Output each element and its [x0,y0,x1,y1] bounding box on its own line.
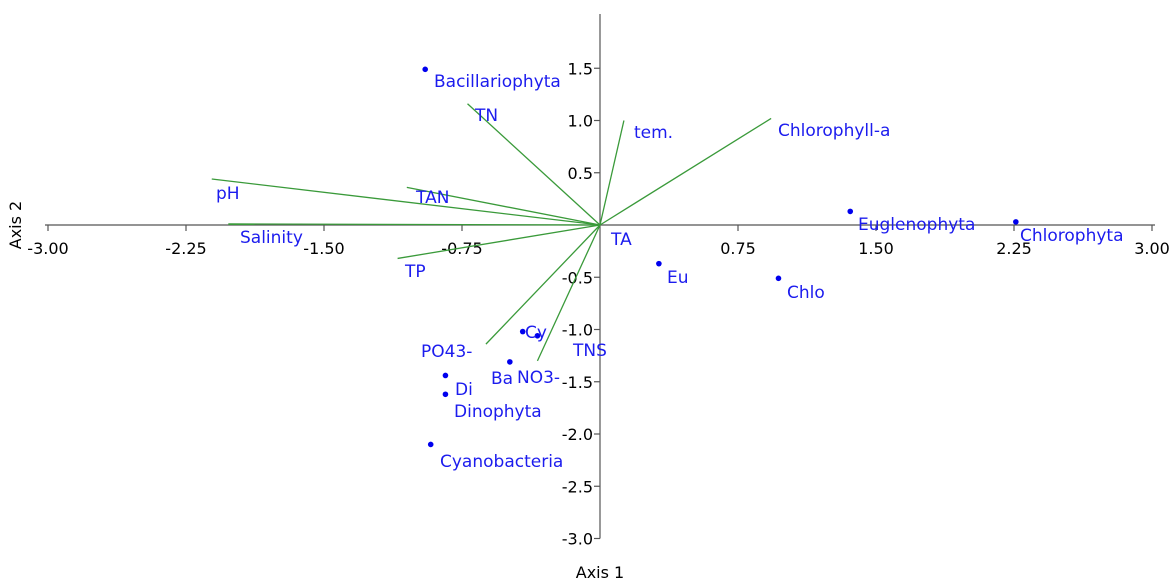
point-euglenophyta [847,208,854,215]
y-tick-label: -0.5 [562,268,593,287]
point-dinophyta [442,391,449,398]
y-tick-label: -3.0 [562,530,593,549]
point-label: Di [455,380,473,400]
vector-tan [406,186,601,226]
vector-label: pH [216,184,240,204]
vector-label: PO43- [421,342,472,362]
y-tick-label: -2.5 [562,477,593,496]
point-tns [534,332,541,339]
point-labels: pH Salinity TAN TP TN tem. Chlorophyll-a PO43- N… [216,72,1124,472]
env-vectors [211,103,772,362]
point-label: Cyanobacteria [440,452,563,472]
y-axis-title: Axis 2 [6,201,25,249]
vector-label: tem. [634,123,673,143]
axis-ticks: -3.00 -2.25 -1.50 -0.75 0.75 1.50 2.25 3.00 1.5 1… [27,59,1170,548]
vector-label: Salinity [240,228,303,248]
point-chlorophyta [1013,219,1019,225]
x-tick-label: -2.25 [165,239,206,258]
x-tick-label: 2.25 [996,239,1032,258]
x-tick-label: 3.00 [1134,239,1170,258]
vector-tem- [599,120,625,226]
y-tick-label: 1.0 [568,112,593,131]
y-tick-label: 0.5 [568,164,593,183]
x-tick-label: -3.00 [27,239,68,258]
vector-ph [211,178,601,226]
point-chlo [775,275,782,282]
point-eu [656,260,662,267]
point-label: Bacillariophyta [434,72,561,92]
x-tick-label: 0.75 [720,239,756,258]
x-axis-title: Axis 1 [576,563,624,582]
point-cyanobacteria [427,441,434,448]
point-label: Euglenophyta [858,215,975,235]
point-label: Ba [491,369,513,389]
point-label: Chlo [787,283,825,303]
vector-po43- [485,224,601,345]
x-tick-label: -0.75 [441,239,482,258]
vector-label: Chlorophyll-a [778,121,890,141]
point-ba [507,359,513,365]
vector-tp [397,224,601,260]
x-tick-label: 1.50 [858,239,894,258]
vector-label: TP [404,262,426,282]
point-label: Dinophyta [454,402,542,422]
vector-label: TA [610,230,632,250]
point-cy [519,328,526,335]
axes [45,14,1155,539]
vector-label: TAN [415,188,449,208]
vector-label: NO3- [517,368,560,388]
point-di [442,372,449,379]
vector-chlorophyll-a [599,117,772,226]
point-label: TNS [572,341,607,361]
x-tick-label: -1.50 [303,239,344,258]
vector-no3- [536,224,601,362]
point-label: Cy [525,323,547,343]
vector-salinity [228,223,601,226]
y-tick-label: -2.0 [562,425,593,444]
point-label: Chlorophyta [1020,226,1124,246]
y-tick-label: -1.0 [562,321,593,340]
point-bacillariophyta [422,66,429,73]
y-tick-label: -1.5 [562,373,593,392]
taxa-points [422,66,1019,448]
y-tick-label: 1.5 [568,59,593,78]
point-label: Eu [667,268,689,288]
vector-tn [467,103,601,226]
vector-label: TN [474,106,498,126]
